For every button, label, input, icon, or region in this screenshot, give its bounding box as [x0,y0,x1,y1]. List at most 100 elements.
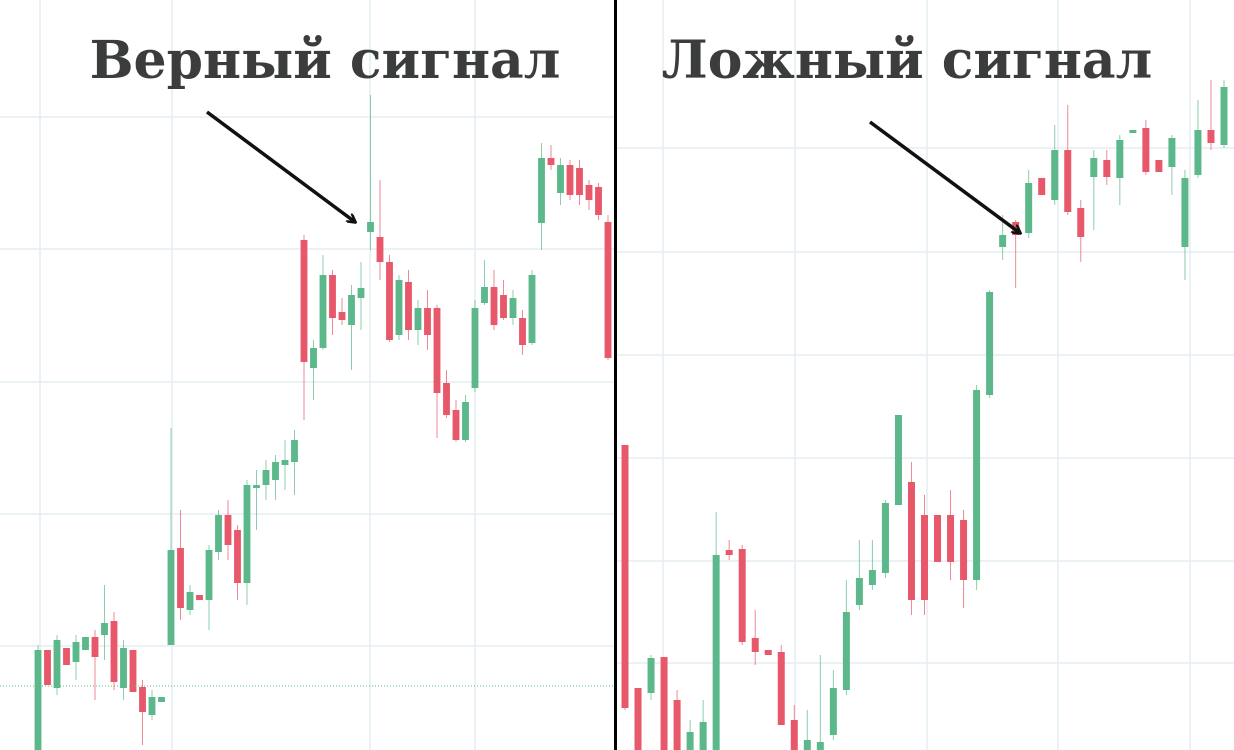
candle-body [894,415,902,505]
candle-body [1051,150,1059,200]
candle-body [751,638,759,652]
candle-body [367,222,374,232]
candle-body [816,742,824,750]
candle-body [386,262,393,340]
candle-body [1155,160,1163,172]
candle-body [1207,130,1215,143]
candle-body [999,235,1007,247]
candle-body [621,445,629,708]
candle-body [576,168,583,195]
candle-body [921,515,928,600]
candle-body [777,652,785,725]
candle-body [338,312,346,320]
candle-body [604,222,612,358]
candle-body [934,515,942,562]
candle-body [205,550,213,600]
candle-body [452,410,460,440]
arrow [868,120,1020,233]
candle-body [1025,183,1033,233]
candle-body [243,485,251,583]
candle-body [1181,178,1189,247]
candle-body [1077,208,1085,237]
candle-body [34,650,42,750]
candle-body [139,687,146,712]
candle-body [300,240,308,362]
candle-body [528,275,536,343]
chart-title: Ложный сигнал [662,30,1153,91]
candle-body [196,595,203,600]
candle-body [120,648,127,688]
candle-body [1194,130,1202,175]
candle-body [634,688,642,750]
candle-body [310,348,317,368]
candle-body [253,485,260,488]
candle-body [148,697,156,715]
chart-title: Верный сигнал [90,30,561,91]
candle-body [566,165,574,195]
candle-body [500,295,507,318]
candle-body [764,650,772,655]
candle-body [234,530,241,583]
candle-body [357,288,365,298]
candle-body [490,287,498,325]
candle-body [395,280,403,335]
candle-body [947,515,955,562]
candle-body [186,592,194,610]
candle-body [509,298,517,318]
candle-body [973,390,981,580]
candle-body [585,185,593,200]
candle-body [63,648,70,665]
candle-body [660,657,668,750]
candle-body [348,295,355,325]
candle-body [790,720,798,750]
arrow [205,110,355,222]
candle-body [986,292,994,395]
candles [34,80,1228,750]
candle-body [177,548,184,608]
candle-body [215,515,222,552]
candle-body [414,308,422,330]
candle-body [405,282,412,330]
candle-body [158,697,165,702]
candle-body [803,740,811,750]
candle-body [272,462,279,480]
candle-body [291,440,298,462]
candle-body [481,287,488,303]
candle-body [829,688,837,735]
candle-body [855,578,863,605]
candle-body [319,275,327,348]
candle-body [547,158,555,165]
candle-body [462,402,469,440]
divider [614,0,617,750]
candle-body [376,237,384,262]
candle-body [329,275,336,318]
candle-body [712,555,720,750]
candle-body [281,460,289,465]
candle-body [129,650,137,692]
candle-body [44,650,51,685]
candle-body [868,570,876,585]
candle-body [1116,140,1124,178]
candle-body [1038,178,1046,195]
candle-body [1064,150,1072,212]
candle-body [538,158,545,223]
candle-body [881,503,889,573]
candle-body [557,165,564,193]
candle-body [907,482,915,600]
candle-body [91,637,99,657]
candle-body [1168,138,1176,167]
candle-body [699,722,707,750]
candle-body [1142,128,1150,172]
candle-body [1220,87,1228,145]
candle-body [433,308,441,393]
candle-body [1103,160,1111,177]
candle-body [82,637,89,650]
candle-body [224,515,232,545]
candle-body [673,700,681,750]
candle-body [960,520,968,580]
candle-body [167,550,175,645]
candle-body [110,621,118,682]
candle-body [595,187,602,215]
candle-body [72,642,80,662]
